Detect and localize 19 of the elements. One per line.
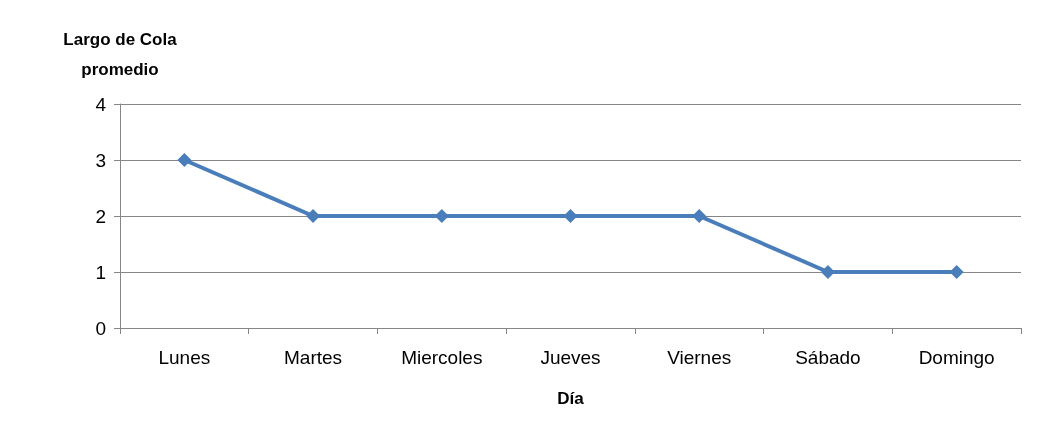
y-tick-label: 1 xyxy=(95,261,106,283)
x-tick-label: Miercoles xyxy=(401,347,483,368)
y-tick-label: 4 xyxy=(95,93,107,115)
point xyxy=(563,209,578,223)
y-tick-label: 3 xyxy=(95,149,106,171)
x-tick-label: Sábado xyxy=(795,347,861,368)
point xyxy=(692,209,707,223)
x-tick-label: Domingo xyxy=(918,347,995,368)
y-axis-title: Largo de Cola promedio xyxy=(63,29,178,79)
point xyxy=(949,265,964,279)
x-tick-label: Viernes xyxy=(667,347,732,368)
y-tick-label: 0 xyxy=(95,317,106,339)
x-tick-label: Lunes xyxy=(158,347,211,368)
x-tick-label: Jueves xyxy=(540,347,601,368)
x-axis-title: Día xyxy=(557,389,585,408)
point xyxy=(177,153,192,167)
y-tick-label: 2 xyxy=(95,205,106,227)
point xyxy=(820,265,835,279)
x-tick-label: Martes xyxy=(284,347,343,368)
